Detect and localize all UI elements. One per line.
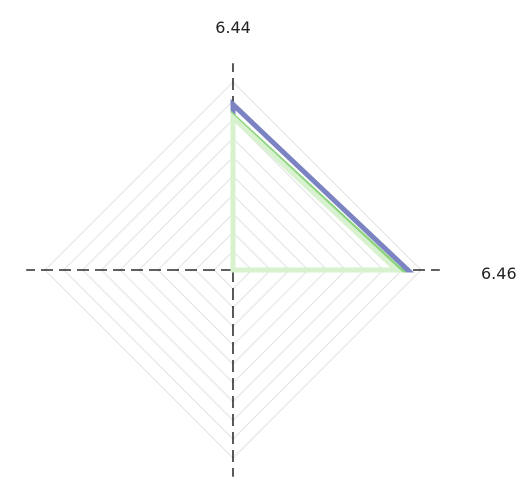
axis-label-right: 6.46 [481,264,517,283]
axis-label-top: 6.44 [215,18,251,37]
series-polygon-3 [233,118,397,270]
